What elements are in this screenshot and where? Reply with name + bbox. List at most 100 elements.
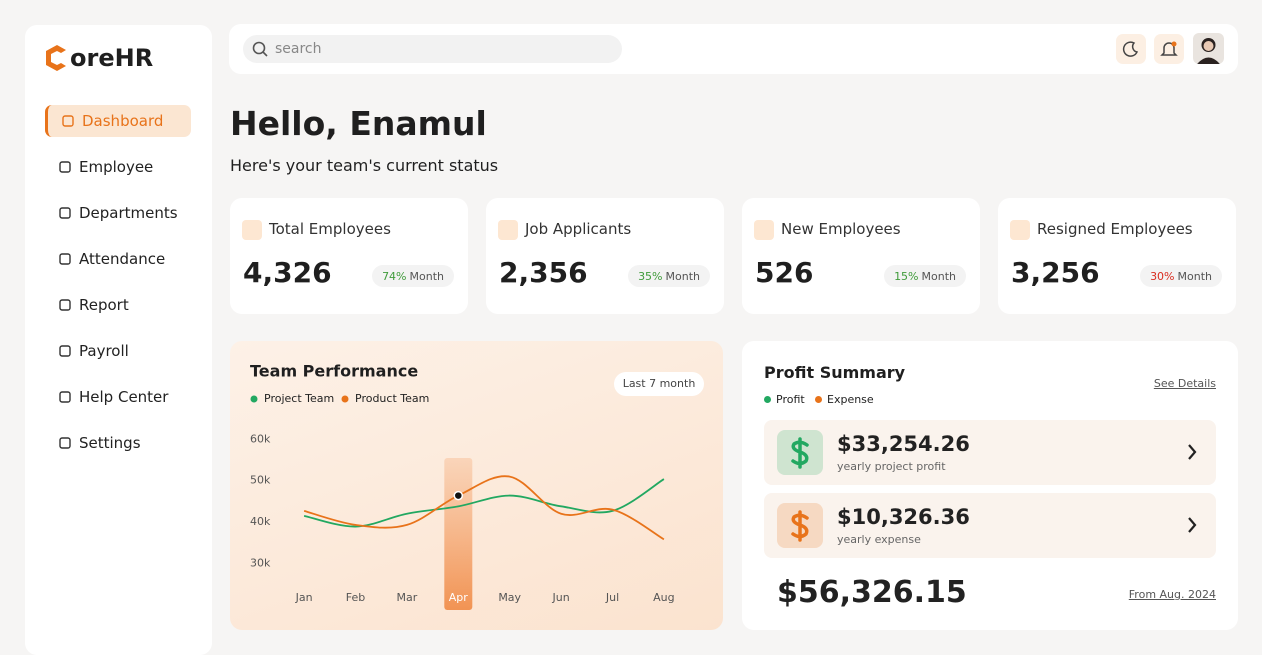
logo-icon xyxy=(46,45,66,71)
avatar-image xyxy=(1197,38,1220,64)
profit-amount: $10,326.36 xyxy=(837,505,970,529)
profit-title: Profit Summary xyxy=(764,363,906,382)
stat-card: New Employees 526 15% Month xyxy=(742,198,980,314)
legend-swatch xyxy=(764,396,771,403)
notification-button[interactable] xyxy=(1154,34,1184,64)
stat-label: Total Employees xyxy=(269,220,391,238)
stat-label: Resigned Employees xyxy=(1037,220,1193,238)
nav-item[interactable]: Dashboard xyxy=(45,105,191,137)
profit-badge xyxy=(777,503,823,548)
range-button-label: Last 7 month xyxy=(623,377,696,390)
range-button[interactable] xyxy=(614,372,704,396)
nav-icon xyxy=(59,161,71,173)
dollar-glyph xyxy=(791,436,809,469)
nav-label: Attendance xyxy=(79,250,166,268)
chevron-icon xyxy=(1188,444,1197,460)
nav-label: Help Center xyxy=(79,388,169,406)
legend-item: Expense xyxy=(815,393,874,406)
nav-icon xyxy=(62,115,74,127)
nav-icon xyxy=(59,437,71,449)
profit-item[interactable]: $33,254.26 yearly project profit xyxy=(764,420,1216,485)
nav-icon-shape xyxy=(59,207,71,219)
see-details-link[interactable]: See Details xyxy=(1153,377,1216,390)
chevron-icon xyxy=(1188,517,1197,533)
stat-label: Job Applicants xyxy=(525,220,632,238)
search-placeholder: search xyxy=(275,41,322,57)
nav-item[interactable]: Help Center xyxy=(45,381,191,413)
stat-change-period: Month xyxy=(1177,269,1212,283)
stat-label: New Employees xyxy=(781,220,901,238)
stat-value: 526 xyxy=(755,256,814,289)
nav-item[interactable]: Departments xyxy=(45,197,191,229)
nav-icon xyxy=(59,299,71,311)
legend-swatch xyxy=(341,395,349,403)
nav-icon-shape xyxy=(59,391,71,403)
line-series xyxy=(303,475,665,541)
stat-card: Total Employees 4,326 74% Month xyxy=(230,198,468,314)
nav-label: Settings xyxy=(79,434,141,452)
nav-item[interactable]: Payroll xyxy=(45,335,191,367)
dollar-icon xyxy=(791,436,809,469)
x-tick-label: Jul xyxy=(605,591,619,604)
nav-label: Departments xyxy=(79,204,178,222)
chart: Team Performance Last 7 month Project Te… xyxy=(250,362,704,610)
nav-icon-shape xyxy=(59,161,71,173)
chevron-shape xyxy=(1188,517,1197,533)
nav-item[interactable]: Employee xyxy=(45,151,191,183)
stat-change-period: Month xyxy=(921,269,956,283)
line-series xyxy=(303,478,665,528)
stat-change-value: 30% xyxy=(1150,269,1175,283)
stat-value: 3,256 xyxy=(1011,256,1100,289)
legend-label: Product Team xyxy=(355,392,429,405)
legend-label: Profit xyxy=(776,393,805,406)
nav-icon-shape xyxy=(59,299,71,311)
nav-label: Payroll xyxy=(79,342,129,360)
avatar[interactable] xyxy=(1193,33,1224,64)
theme-button[interactable] xyxy=(1116,34,1146,64)
stat-icon xyxy=(498,220,518,240)
team-performance-card: Team Performance Last 7 month Project Te… xyxy=(230,341,723,630)
stat-change-period: Month xyxy=(665,269,700,283)
nav-item[interactable]: Settings xyxy=(45,427,191,459)
nav-item[interactable]: Report xyxy=(45,289,191,321)
nav-icon xyxy=(59,207,71,219)
profit-caption: yearly project profit xyxy=(837,460,946,473)
nav-item[interactable]: Attendance xyxy=(45,243,191,275)
search-box[interactable]: search xyxy=(243,35,622,63)
x-tick-label: Aug xyxy=(653,591,674,604)
profit-total-note[interactable]: From Aug. 2024 xyxy=(1128,588,1216,601)
stat-change-value: 74% xyxy=(382,269,407,283)
nav-label: Dashboard xyxy=(82,112,164,130)
stat-change: 30% Month xyxy=(1140,265,1222,287)
x-tick-label: Feb xyxy=(346,591,365,604)
nav-label: Employee xyxy=(79,158,154,176)
dollar-glyph xyxy=(791,509,809,542)
stat-change-period: Month xyxy=(409,269,444,283)
stat-change: 74% Month xyxy=(372,265,454,287)
chevron-shape xyxy=(1188,444,1197,460)
x-tick-label: Jun xyxy=(552,591,570,604)
nav-icon-shape xyxy=(59,437,71,449)
nav-icon-shape xyxy=(59,345,71,357)
legend-label: Project Team xyxy=(264,392,334,405)
greeting: Hello, Enamul xyxy=(230,104,487,143)
page: oreHR Dashboard Employee Departments Attend… xyxy=(25,24,1238,655)
x-tick-label: Mar xyxy=(397,591,418,604)
profit-item[interactable]: $10,326.36 yearly expense xyxy=(764,493,1216,558)
profit-caption: yearly expense xyxy=(837,533,921,546)
bell-icon xyxy=(1160,41,1178,56)
search-icon xyxy=(252,41,268,57)
stat-change: 15% Month xyxy=(884,265,966,287)
profit-total: $56,326.15 xyxy=(777,575,967,610)
legend-label: Expense xyxy=(827,393,874,406)
brand-name: oreHR xyxy=(70,44,154,72)
stat-icon xyxy=(242,220,262,240)
legend-swatch xyxy=(250,395,258,403)
stat-card: Resigned Employees 3,256 30% Month xyxy=(998,198,1236,314)
subtitle: Here's your team's current status xyxy=(230,156,499,175)
stat-change-value: 15% xyxy=(894,269,919,283)
nav-label: Report xyxy=(79,296,129,314)
highlight-point xyxy=(453,490,464,501)
stat-icon xyxy=(1010,220,1030,240)
legend-swatch xyxy=(815,396,822,403)
